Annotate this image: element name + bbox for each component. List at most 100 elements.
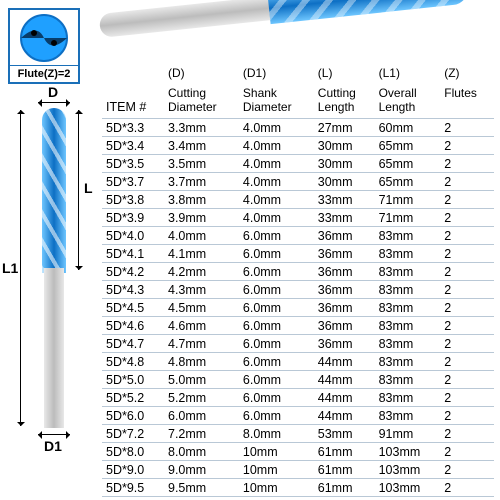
- table-cell: 5D*3.3: [102, 119, 164, 137]
- table-body: 5D*3.33.3mm4.0mm27mm60mm25D*3.43.4mm4.0m…: [102, 119, 494, 497]
- table-cell: 44mm: [314, 389, 375, 407]
- table-cell: 71mm: [375, 209, 441, 227]
- table-cell: 5D*3.4: [102, 137, 164, 155]
- table-cell: 33mm: [314, 209, 375, 227]
- table-cell: 30mm: [314, 155, 375, 173]
- table-cell: 5D*6.0: [102, 407, 164, 425]
- table-row: 5D*3.73.7mm4.0mm30mm65mm2: [102, 173, 494, 191]
- table-cell: 2: [440, 173, 494, 191]
- table-cell: 2: [440, 335, 494, 353]
- table-cell: 44mm: [314, 371, 375, 389]
- table-cell: 5.0mm: [164, 371, 239, 389]
- table-cell: 4.1mm: [164, 245, 239, 263]
- table-cell: 7.2mm: [164, 425, 239, 443]
- table-cell: 4.0mm: [239, 209, 314, 227]
- table-header: ITEM # (D) (D1) (L) (L1) (Z) CuttingDiam…: [102, 64, 494, 119]
- table-cell: 83mm: [375, 263, 441, 281]
- table-cell: 33mm: [314, 191, 375, 209]
- col-z-code: (Z): [440, 64, 494, 84]
- table-cell: 6.0mm: [239, 227, 314, 245]
- table-row: 5D*5.25.2mm6.0mm44mm83mm2: [102, 389, 494, 407]
- table-row: 5D*3.83.8mm4.0mm33mm71mm2: [102, 191, 494, 209]
- table-cell: 5D*5.2: [102, 389, 164, 407]
- table-row: 5D*4.24.2mm6.0mm36mm83mm2: [102, 263, 494, 281]
- table-row: 5D*4.84.8mm6.0mm44mm83mm2: [102, 353, 494, 371]
- table-cell: 30mm: [314, 137, 375, 155]
- table-cell: 5D*7.2: [102, 425, 164, 443]
- table-cell: 4.0mm: [239, 119, 314, 137]
- table-cell: 2: [440, 119, 494, 137]
- table-cell: 2: [440, 479, 494, 497]
- table-row: 5D*6.06.0mm6.0mm44mm83mm2: [102, 407, 494, 425]
- table-cell: 4.6mm: [164, 317, 239, 335]
- dimension-diagram: D L L1 D1: [6, 100, 96, 480]
- table-cell: 6.0mm: [164, 407, 239, 425]
- table-cell: 60mm: [375, 119, 441, 137]
- table-cell: 83mm: [375, 407, 441, 425]
- table-cell: 5D*4.5: [102, 299, 164, 317]
- table-cell: 10mm: [239, 479, 314, 497]
- table-cell: 5D*4.2: [102, 263, 164, 281]
- dim-l: L: [84, 180, 93, 196]
- table-cell: 71mm: [375, 191, 441, 209]
- table-cell: 5D*9.0: [102, 461, 164, 479]
- table-cell: 4.2mm: [164, 263, 239, 281]
- table-cell: 5D*3.8: [102, 191, 164, 209]
- table-cell: 5D*8.0: [102, 443, 164, 461]
- table-cell: 5D*3.9: [102, 209, 164, 227]
- table-cell: 5D*4.6: [102, 317, 164, 335]
- table-cell: 2: [440, 263, 494, 281]
- table-cell: 5D*3.5: [102, 155, 164, 173]
- table-row: 5D*8.08.0mm10mm61mm103mm2: [102, 443, 494, 461]
- table-cell: 36mm: [314, 335, 375, 353]
- table-cell: 103mm: [375, 443, 441, 461]
- table-cell: 83mm: [375, 317, 441, 335]
- dim-d: D: [48, 84, 58, 100]
- table-cell: 10mm: [239, 443, 314, 461]
- table-cell: 2: [440, 137, 494, 155]
- col-d1-label: ShankDiameter: [239, 84, 314, 119]
- table-cell: 44mm: [314, 353, 375, 371]
- table-cell: 83mm: [375, 353, 441, 371]
- table-cell: 2: [440, 299, 494, 317]
- table-cell: 2: [440, 209, 494, 227]
- table-cell: 61mm: [314, 479, 375, 497]
- col-d-code: (D): [164, 64, 239, 84]
- table-cell: 5D*9.5: [102, 479, 164, 497]
- table-cell: 83mm: [375, 281, 441, 299]
- table-cell: 6.0mm: [239, 407, 314, 425]
- table-cell: 4.3mm: [164, 281, 239, 299]
- table-cell: 4.0mm: [239, 137, 314, 155]
- col-l-code: (L): [314, 64, 375, 84]
- col-item: ITEM #: [102, 64, 164, 119]
- table-cell: 83mm: [375, 227, 441, 245]
- table-cell: 3.3mm: [164, 119, 239, 137]
- spec-table: ITEM # (D) (D1) (L) (L1) (Z) CuttingDiam…: [102, 64, 494, 497]
- table-cell: 5.2mm: [164, 389, 239, 407]
- table-cell: 9.5mm: [164, 479, 239, 497]
- col-l-label: CuttingLength: [314, 84, 375, 119]
- table-cell: 30mm: [314, 173, 375, 191]
- flute-tip-icon: [19, 13, 69, 63]
- table-row: 5D*4.04.0mm6.0mm36mm83mm2: [102, 227, 494, 245]
- table-row: 5D*3.33.3mm4.0mm27mm60mm2: [102, 119, 494, 137]
- table-cell: 5D*4.3: [102, 281, 164, 299]
- table-cell: 36mm: [314, 245, 375, 263]
- table-row: 5D*4.34.3mm6.0mm36mm83mm2: [102, 281, 494, 299]
- table-cell: 83mm: [375, 389, 441, 407]
- table-cell: 5D*4.8: [102, 353, 164, 371]
- table-cell: 5D*4.7: [102, 335, 164, 353]
- table-cell: 91mm: [375, 425, 441, 443]
- col-d-label: CuttingDiameter: [164, 84, 239, 119]
- table-cell: 2: [440, 227, 494, 245]
- table-cell: 53mm: [314, 425, 375, 443]
- flute-count-label: Flute(Z)=2: [10, 65, 78, 80]
- table-cell: 44mm: [314, 407, 375, 425]
- table-cell: 2: [440, 191, 494, 209]
- col-z-label: Flutes: [440, 84, 494, 119]
- table-cell: 5D*4.1: [102, 245, 164, 263]
- table-cell: 8.0mm: [164, 443, 239, 461]
- table-cell: 6.0mm: [239, 335, 314, 353]
- table-row: 5D*4.14.1mm6.0mm36mm83mm2: [102, 245, 494, 263]
- table-cell: 61mm: [314, 443, 375, 461]
